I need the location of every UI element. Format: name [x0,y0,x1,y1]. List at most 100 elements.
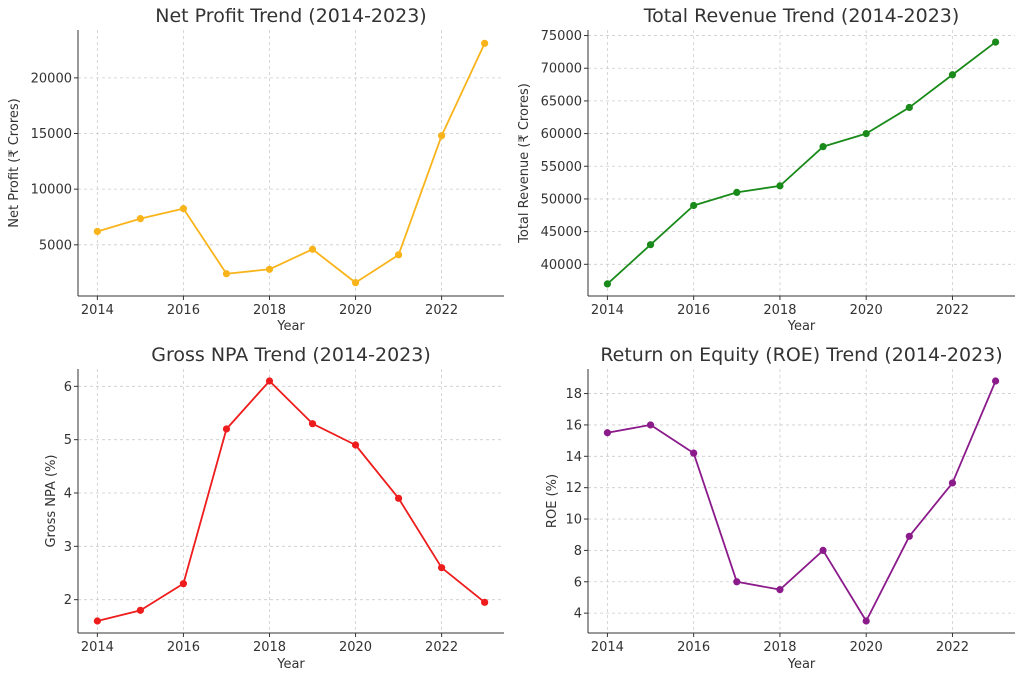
data-point [862,129,870,138]
y-tick-label: 3 [64,540,72,555]
x-tick-label: 2022 [425,303,458,318]
y-tick-label: 5 [64,433,72,448]
data-point [905,532,913,540]
x-tick-label: 2020 [339,640,372,655]
y-tick-label: 45000 [541,225,582,240]
data-point [819,546,827,555]
y-tick-label: 18 [565,387,582,402]
x-tick-label: 2022 [936,303,969,318]
data-point [222,270,231,278]
y-tick-label: 20000 [31,71,72,86]
data-point [179,205,188,213]
series-line [97,380,486,622]
y-axis-label: Total Revenue (₹ Crores) [517,83,532,244]
x-tick-label: 2022 [425,640,458,655]
y-axis-label: ROE (%) [545,474,560,528]
y-tick-label: 12 [565,481,582,496]
data-point [438,132,446,140]
data-point [733,578,741,586]
x-tick-label: 2014 [591,640,624,655]
data-point [948,71,957,79]
y-tick-label: 15000 [31,127,72,142]
y-tick-label: 2 [64,593,72,608]
y-tick-label: 4 [574,607,582,622]
data-point [481,598,489,606]
data-point [265,377,274,385]
chart-title: Net Profit Trend (2014-2023) [155,5,426,27]
x-axis-label: Year [787,319,816,334]
data-point [265,265,274,273]
x-axis-label: Year [276,319,305,334]
y-tick-label: 40000 [541,258,582,273]
x-tick-label: 2016 [677,640,710,655]
data-point [690,449,698,457]
x-tick-label: 2018 [253,303,286,318]
data-point [905,103,913,112]
data-point [862,617,870,625]
data-point [351,279,360,287]
data-point [603,280,612,288]
data-point [646,241,655,249]
x-tick-label: 2016 [167,640,200,655]
y-tick-label: 60000 [541,127,582,142]
x-tick-label: 2014 [81,303,114,318]
chart-panel-1: 2014 2016 2018 2020 2022 5000 10000 15000 20000 N… [7,5,504,334]
chart-title: Total Revenue Trend (2014-2023) [643,5,960,27]
data-point [690,201,698,210]
y-tick-label: 10000 [31,183,72,198]
data-point [481,39,489,47]
data-point [948,479,957,487]
chart-panel-2: 2014 2016 2018 2020 2022 40000 45000 50000 55000… [517,5,1015,334]
x-axis-label: Year [276,657,305,672]
series-line [606,41,997,285]
y-tick-label: 10 [565,513,582,528]
data-point [93,227,101,236]
chart-panel-4: 2014 2016 2018 2020 2022 4 6 8 10 12 14 16 18 Return … [545,344,1015,672]
x-tick-label: 2020 [339,303,372,318]
y-tick-label: 65000 [541,94,582,109]
x-axis-label: Year [787,657,816,672]
data-point [93,617,101,625]
data-point [136,606,144,614]
y-tick-label: 6 [574,575,582,590]
x-tick-label: 2018 [763,303,796,318]
y-tick-label: 6 [64,380,72,395]
x-tick-label: 2022 [936,640,969,655]
data-point [222,425,231,433]
y-tick-label: 5000 [39,238,72,253]
x-tick-label: 2014 [591,303,624,318]
y-axis-label: Gross NPA (%) [44,454,59,547]
data-point [179,580,188,588]
chart-title: Gross NPA Trend (2014-2023) [151,344,431,366]
series-line [97,42,486,284]
data-point [308,245,317,253]
x-tick-label: 2016 [677,303,710,318]
data-point [308,420,317,428]
data-point [394,494,403,502]
y-tick-label: 16 [565,418,582,433]
y-axis-label: Net Profit (₹ Crores) [7,98,22,227]
x-tick-label: 2018 [253,640,286,655]
y-tick-label: 8 [574,544,582,559]
x-tick-label: 2014 [81,640,114,655]
y-tick-label: 50000 [541,192,582,207]
data-point [776,586,784,594]
y-tick-label: 70000 [541,62,582,77]
data-point [991,38,1000,46]
data-point [733,188,741,197]
x-tick-label: 2018 [763,640,796,655]
data-point [438,564,446,572]
y-tick-label: 14 [565,450,582,465]
data-point [603,429,612,437]
x-tick-label: 2016 [167,303,200,318]
data-point [991,377,1000,385]
data-point [819,143,827,151]
chart-title: Return on Equity (ROE) Trend (2014-2023) [600,344,1002,366]
y-tick-label: 75000 [541,29,582,44]
data-point [394,251,403,259]
x-tick-label: 2020 [850,640,883,655]
x-tick-label: 2020 [850,303,883,318]
data-point [646,421,655,429]
